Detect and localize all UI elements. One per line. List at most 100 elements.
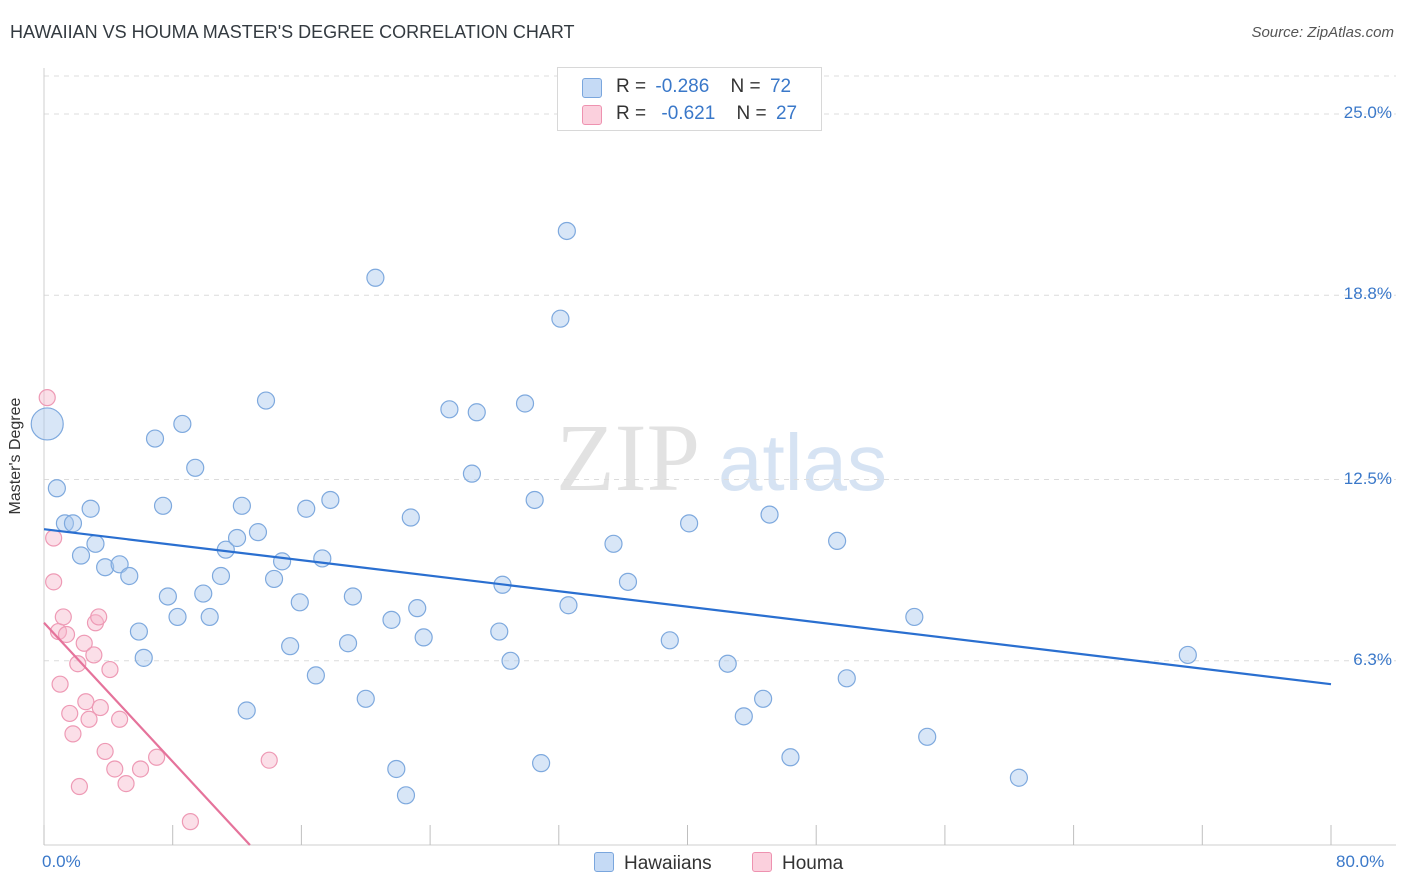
correlation-legend: R = -0.286 N = 72 R = -0.621 N = 27 [557,67,822,131]
houma-point [91,698,109,717]
hawaiian-point [158,587,177,606]
hawaiian-point [343,587,362,606]
legend-r-value-houma: -0.621 [661,103,716,124]
bottom-legend-hawaiians: Hawaiians [594,852,712,875]
legend-n-value-hawaiians: 72 [769,76,792,97]
hawaiian-point [660,631,679,650]
hawaiian-point [237,701,256,720]
houma-point [45,573,63,591]
houma-point [131,760,150,778]
hawaiian-point [134,648,153,667]
houma-point [70,777,88,796]
hawaiian-point [490,622,509,641]
legend-r-label: R = [616,76,647,97]
y-tick-label: 6.3% [1353,649,1392,669]
hawaiian-point [828,531,847,551]
hawaiian-point [366,268,385,287]
hawaiian-point [387,759,406,779]
hawaiian-point [120,566,139,586]
hawaiian-point [604,534,623,553]
hawaiian-point [63,514,83,533]
hawaiian-point [96,558,115,577]
legend-swatch-houma [582,105,602,125]
hawaiian-point [905,607,924,627]
houma-point [64,725,82,743]
bottom-legend-swatch-houma [752,852,772,872]
hawaiian-point [256,391,276,410]
y-tick-label: 18.8% [1343,284,1392,304]
houma-point [85,646,103,664]
legend-n-label: N = [730,76,761,97]
hawaiian-point [211,566,231,586]
bottom-legend-swatch-hawaiians [594,852,614,872]
houma-point [181,813,199,831]
hawaiian-point [110,555,129,574]
houma-point [106,760,124,778]
hawaiian-point [47,479,66,498]
hawaiian-point [71,546,91,565]
hawaiian-point [272,552,292,571]
hawaiian-point [145,429,165,448]
hawaiian-point [401,508,420,527]
houma-point [117,774,135,793]
hawaiian-point [467,403,486,422]
hawaiian-point [168,607,187,627]
hawaiian-point [462,464,482,483]
houma-point [38,389,56,407]
houma-point [45,529,63,547]
hawaiian-point [918,727,937,746]
legend-n-label: N = [736,103,767,124]
hawaiian-point [734,707,753,726]
hawaiian-point [618,572,638,591]
hawaiian-point [194,584,213,603]
hawaiian-point [81,499,100,518]
houma-point [260,751,278,769]
legend-r-label: R = [616,103,647,124]
hawaiian-point [718,654,737,673]
hawaiian-point [297,499,316,518]
hawaiian-point [30,407,64,441]
hawaiian-point [396,786,416,805]
hawaiian-point [440,400,459,419]
hawaiian-point [382,610,401,629]
legend-n-value-houma: 27 [775,103,798,124]
hawaiian-point [515,394,535,413]
hawaiian-point [173,414,192,434]
watermark-zip: ZIP [556,404,700,511]
bottom-legend-label-houma: Houma [782,853,844,874]
hawaiian-point [338,634,358,653]
hawaiian-point [153,496,173,515]
x-tick-label-min: 0.0% [42,852,81,871]
hawaiian-point [680,514,699,533]
hawaiian-point [837,669,856,688]
y-tick-label: 12.5% [1343,468,1392,488]
houma-point [90,608,108,626]
houma-point [80,710,98,728]
hawaiian-point [408,599,427,618]
y-tick-label: 25.0% [1343,103,1392,122]
hawaiian-point [227,528,247,548]
hawaiian-point [86,534,105,553]
hawaiian-point [532,754,551,773]
hawaiian-point [186,458,205,477]
hawaiian-point [754,689,773,708]
houma-point [111,710,129,728]
hawaiian-point [200,607,219,627]
hawaiian-point [281,637,300,656]
hawaiians-trend-line [43,528,1332,686]
houma-point [54,608,72,626]
watermark: ZIP atlas [556,404,887,511]
houma-point [77,693,95,711]
source-label: Source: ZipAtlas.com [1251,24,1394,41]
bottom-legend-houma: Houma [752,852,843,875]
hawaiian-point [264,569,284,589]
hawaiian-point [525,490,544,510]
hawaiian-point [557,221,576,241]
hawaiian-point [290,593,309,612]
hawaiian-point [321,490,340,510]
houma-point [75,634,93,652]
hawaiian-point [781,748,800,767]
houma-point [51,675,69,693]
houma-point [101,660,119,679]
